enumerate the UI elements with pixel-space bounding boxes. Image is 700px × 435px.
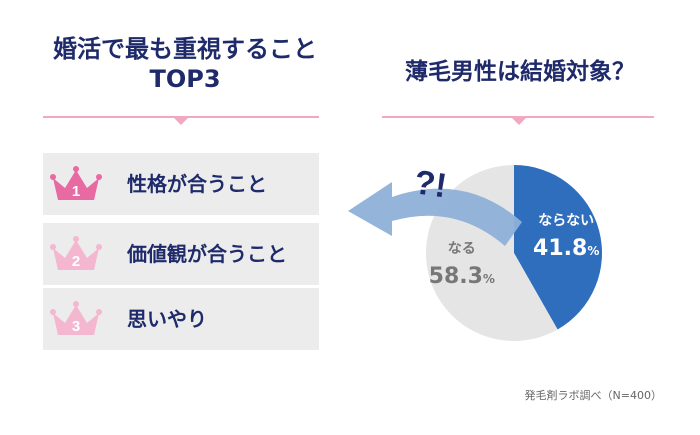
rank-label-3: 思いやり	[127, 307, 207, 331]
crown-jewel-center	[73, 236, 79, 242]
rank-label-2: 価値観が合うこと	[127, 242, 287, 266]
right-underline-notch	[512, 118, 526, 125]
pie-labels: ならない 41.8% なる 58.3%	[429, 213, 600, 289]
crown-jewel-right	[96, 244, 102, 250]
right-title-underline	[382, 116, 654, 118]
crown-rank-number: 3	[72, 318, 80, 335]
crown-shape	[53, 170, 99, 200]
right-panel-title: 薄毛男性は結婚対象？	[405, 59, 635, 85]
crown-jewel-right	[96, 174, 102, 180]
rank-row-3: 3 思いやり	[43, 288, 319, 350]
left-underline-notch	[174, 118, 188, 125]
pie-label-1: なる	[448, 241, 476, 257]
crown-shape	[53, 305, 99, 335]
crown-jewel-right	[96, 309, 102, 315]
rank-row-1: 1 性格が合うこと	[43, 153, 319, 215]
crown-jewel-left	[50, 244, 56, 250]
pie-label-0: ならない	[538, 213, 594, 229]
crown-jewel-left	[50, 174, 56, 180]
source-note: 発毛剤ラボ調べ（N=400）	[524, 389, 662, 402]
crown-icon-rank-3: 3	[50, 301, 102, 335]
curved-arrow-icon	[348, 182, 522, 246]
crown-rank-number: 1	[72, 183, 80, 200]
crown-icon-rank-2: 2	[50, 236, 102, 270]
left-panel-title: 婚活で最も重視すること TOP3	[20, 34, 350, 94]
crown-jewel-center	[73, 166, 79, 172]
rank-label-1: 性格が合うこと	[127, 172, 267, 196]
pie-slice-0	[514, 165, 603, 330]
pie-value-1: 58.3%	[429, 264, 495, 289]
left-title-line2: TOP3	[149, 65, 221, 93]
pie-value-0: 41.8%	[533, 236, 599, 261]
surprise-annotation: ?!	[412, 163, 449, 205]
left-title-underline	[43, 116, 319, 118]
left-title-line1: 婚活で最も重視すること	[53, 35, 317, 63]
rank-row-2: 2 価値観が合うこと	[43, 223, 319, 285]
crown-rank-number: 2	[72, 253, 80, 270]
crown-shape	[53, 240, 99, 270]
crown-jewel-left	[50, 309, 56, 315]
crown-jewel-center	[73, 301, 79, 307]
crown-icon-rank-1: 1	[50, 166, 102, 200]
